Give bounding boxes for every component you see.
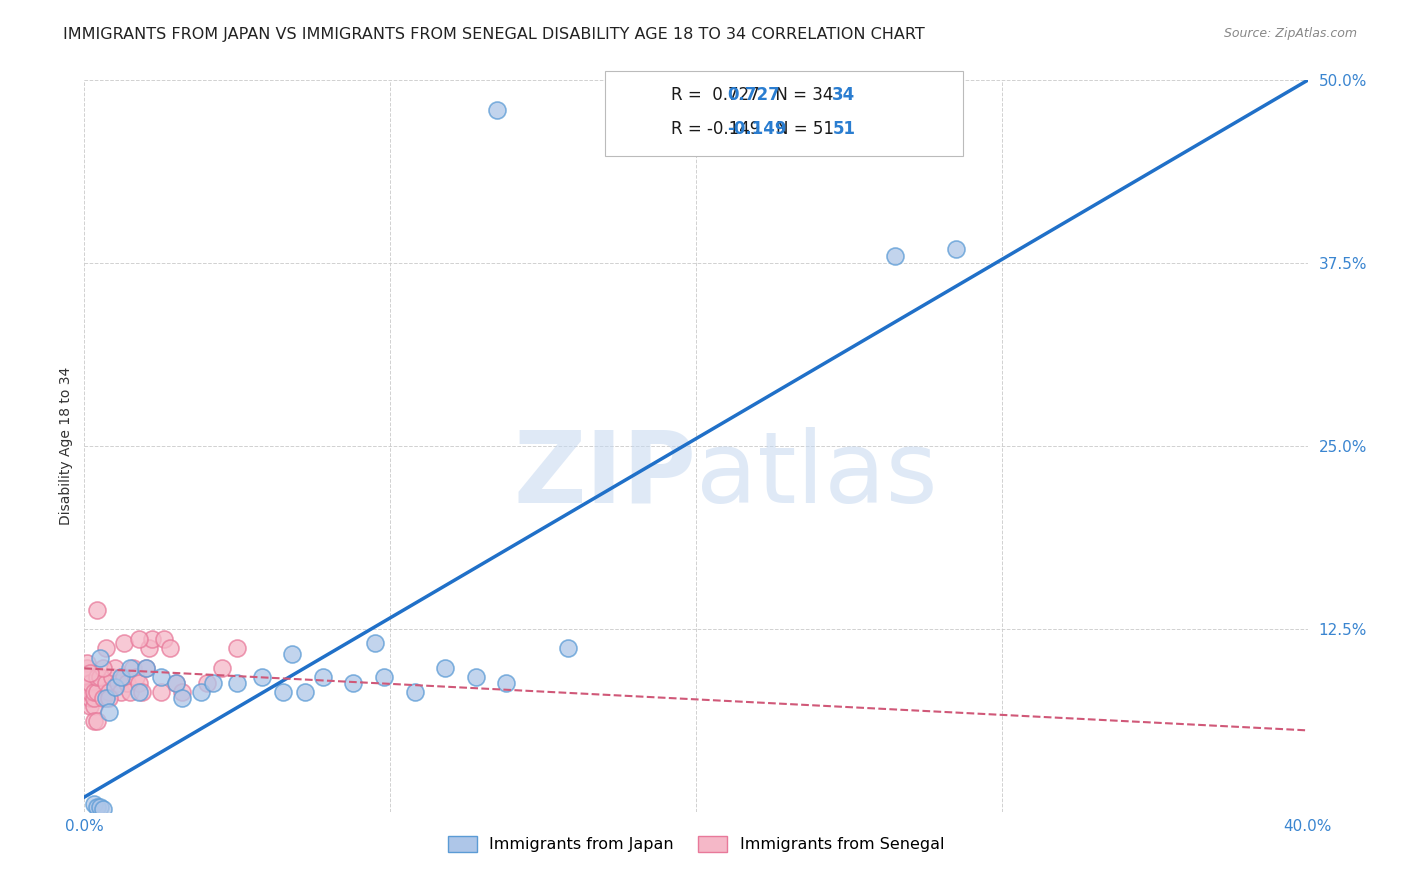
Point (434, 661, 457, 675)
Point (97, 705, 120, 719)
Point (149, 670, 172, 684)
Point (76, 670, 98, 684)
Point (83, 690, 105, 705)
Point (76, 661, 98, 675)
Point (79, 676, 101, 690)
Point (883, 249, 905, 263)
Point (112, 636, 135, 650)
Point (250, 670, 273, 684)
Point (120, 685, 142, 699)
Point (86, 670, 108, 684)
Point (190, 685, 212, 699)
Point (464, 670, 486, 684)
Point (101, 670, 124, 684)
Point (404, 685, 426, 699)
Point (159, 640, 181, 655)
Point (195, 676, 218, 690)
Point (945, 242, 967, 256)
Text: -0.149: -0.149 (727, 120, 786, 138)
Text: 0.727: 0.727 (727, 87, 780, 104)
Point (94, 640, 117, 655)
Point (79, 685, 101, 699)
Point (486, 103, 509, 117)
Point (115, 676, 138, 690)
Point (125, 670, 148, 684)
Point (79, 665, 101, 680)
Point (342, 676, 364, 690)
Point (104, 681, 127, 695)
Point (91, 802, 114, 816)
Point (104, 661, 127, 675)
Point (141, 632, 163, 646)
Point (76, 685, 98, 699)
Point (83, 699, 105, 714)
Point (131, 685, 153, 699)
Text: Source: ZipAtlas.com: Source: ZipAtlas.com (1223, 27, 1357, 40)
Point (135, 661, 157, 675)
Point (226, 676, 249, 690)
Point (128, 685, 150, 699)
Point (281, 647, 304, 661)
Point (165, 676, 187, 690)
Point (364, 636, 387, 650)
Point (211, 661, 233, 675)
Point (201, 676, 224, 690)
Point (79, 699, 101, 714)
Point (128, 632, 150, 646)
Point (373, 670, 395, 684)
Point (83, 714, 105, 728)
Point (557, 640, 579, 655)
Point (112, 670, 135, 684)
Point (89, 651, 111, 665)
Point (86, 603, 108, 617)
Text: 51: 51 (832, 120, 855, 138)
Point (97, 685, 120, 699)
Point (172, 690, 194, 705)
Point (79, 690, 101, 705)
Text: 34: 34 (832, 87, 856, 104)
Point (294, 685, 316, 699)
Point (312, 670, 335, 684)
Point (149, 685, 172, 699)
Point (83, 797, 105, 812)
Point (153, 632, 176, 646)
Point (76, 685, 98, 699)
Point (271, 685, 294, 699)
Point (495, 676, 517, 690)
Point (83, 685, 105, 699)
Point (110, 670, 132, 684)
Text: R = -0.149   N = 51: R = -0.149 N = 51 (671, 120, 834, 138)
Point (76, 670, 98, 684)
Point (94, 676, 117, 690)
Point (86, 800, 108, 814)
Point (172, 685, 194, 699)
Point (76, 656, 98, 670)
Text: IMMIGRANTS FROM JAPAN VS IMMIGRANTS FROM SENEGAL DISABILITY AGE 18 TO 34 CORRELA: IMMIGRANTS FROM JAPAN VS IMMIGRANTS FROM… (63, 27, 925, 42)
Text: ZIP: ZIP (513, 426, 696, 524)
Point (107, 676, 129, 690)
Point (89, 800, 111, 814)
Point (86, 714, 108, 728)
Point (122, 661, 145, 675)
Point (91, 690, 114, 705)
Text: atlas: atlas (696, 426, 938, 524)
Y-axis label: Disability Age 18 to 34: Disability Age 18 to 34 (59, 367, 73, 525)
Point (86, 685, 108, 699)
Point (76, 676, 98, 690)
Point (97, 690, 120, 705)
Legend: Immigrants from Japan, Immigrants from Senegal: Immigrants from Japan, Immigrants from S… (441, 830, 950, 859)
Point (226, 640, 249, 655)
Point (110, 685, 132, 699)
Point (128, 676, 150, 690)
Point (94, 690, 117, 705)
Point (138, 640, 160, 655)
Point (91, 661, 114, 675)
Point (165, 676, 187, 690)
Point (120, 661, 142, 675)
Point (89, 670, 111, 684)
Text: R =  0.727   N = 34: R = 0.727 N = 34 (671, 87, 832, 104)
Point (135, 661, 157, 675)
